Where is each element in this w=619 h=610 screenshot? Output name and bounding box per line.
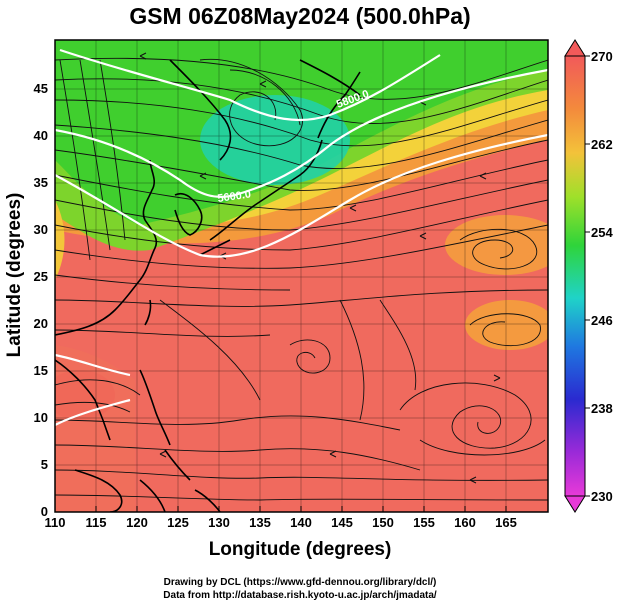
colorbar-label: 230 (591, 489, 613, 504)
x-tick: 165 (495, 515, 517, 530)
x-axis-title: Longitude (degrees) (209, 539, 392, 560)
colorbar-top-arrow (564, 39, 586, 57)
colorbar-label: 270 (591, 49, 613, 64)
y-tick: 10 (34, 410, 48, 425)
map-field: 5600.0 5800.0 (55, 40, 548, 512)
y-axis-title: Latitude (degrees) (4, 193, 25, 358)
x-tick: 115 (86, 515, 107, 530)
y-tick: 0 (41, 504, 48, 519)
height-contours (55, 48, 548, 426)
colorbar-bottom-arrow (564, 495, 586, 513)
credit-line-2: Data from http://database.rish.kyoto-u.a… (163, 590, 437, 601)
x-tick-labels: 110 115 120 125 130 135 140 145 150 155 … (45, 515, 517, 530)
y-tick-labels: 0 5 10 15 20 25 30 35 40 45 (34, 81, 48, 519)
credit-line-1: Drawing by DCL (https://www.gfd-dennou.o… (164, 577, 437, 588)
y-tick: 20 (34, 316, 48, 331)
y-tick: 40 (34, 128, 48, 143)
flow-arrows (139, 52, 501, 484)
x-tick: 110 (45, 515, 66, 530)
x-tick: 145 (331, 515, 353, 530)
coastlines (55, 59, 361, 512)
streamlines (55, 52, 548, 501)
x-tick: 150 (372, 515, 394, 530)
colorbar-label: 254 (591, 225, 613, 240)
colorbar: 270 262 254 246 238 230 (564, 39, 613, 513)
colorbar-label: 262 (591, 137, 613, 152)
y-tick: 35 (34, 175, 48, 190)
y-tick: 30 (34, 222, 48, 237)
colorbar-label: 238 (591, 401, 613, 416)
colorbar-gradient (564, 55, 586, 497)
colorbar-label: 246 (591, 313, 613, 328)
contour-label-5600: 5600.0 (217, 188, 252, 205)
y-tick: 15 (34, 363, 48, 378)
x-tick: 135 (249, 515, 271, 530)
y-tick: 45 (34, 81, 48, 96)
x-tick: 160 (454, 515, 476, 530)
x-tick: 120 (126, 515, 148, 530)
y-tick: 5 (41, 457, 48, 472)
x-tick-marks (54, 506, 507, 512)
y-tick: 25 (34, 269, 48, 284)
figure-title: GSM 06Z08May2024 (500.0hPa) (129, 3, 470, 29)
x-tick: 130 (208, 515, 230, 530)
x-tick: 155 (413, 515, 435, 530)
x-tick: 140 (290, 515, 312, 530)
x-tick: 125 (167, 515, 189, 530)
